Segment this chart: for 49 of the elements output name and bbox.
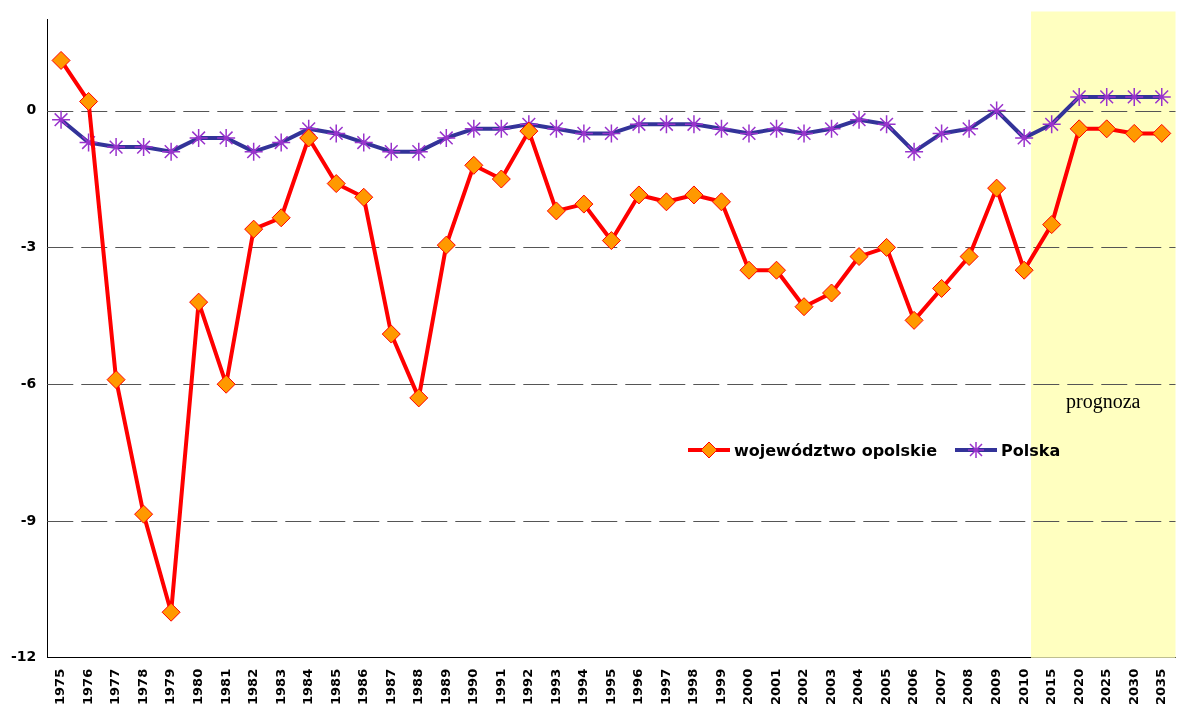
x-tick-label: 2020 <box>1070 668 1086 706</box>
y-tick-label: -9 <box>20 511 37 528</box>
x-tick-label: 1997 <box>657 668 673 706</box>
x-tick-label: 1992 <box>520 668 536 706</box>
x-tick-label: 1993 <box>547 668 563 706</box>
y-tick-label: -3 <box>20 238 37 255</box>
band-label: prognoza <box>1066 389 1141 413</box>
y-tick-label: -12 <box>11 648 37 665</box>
legend-label: województwo opolskie <box>734 440 938 460</box>
x-tick-label: 1984 <box>300 668 316 706</box>
x-tick-label: 1996 <box>630 668 646 706</box>
x-tick-label: 1979 <box>162 668 178 706</box>
x-tick-label: 2030 <box>1125 668 1141 706</box>
x-tick-label: 1987 <box>382 668 398 706</box>
x-tick-label: 2008 <box>960 668 976 706</box>
x-tick-label: 1995 <box>602 668 618 706</box>
x-tick-label: 1999 <box>712 668 728 706</box>
x-tick-label: 2015 <box>1043 668 1059 706</box>
x-tick-label: 1982 <box>245 668 261 706</box>
x-tick-label: 2002 <box>795 668 811 706</box>
x-tick-label: 1990 <box>465 668 481 706</box>
x-tick-label: 2000 <box>740 668 756 706</box>
x-tick-label: 1988 <box>410 668 426 706</box>
x-tick-label: 1986 <box>355 668 371 706</box>
x-tick-label: 1998 <box>685 668 701 706</box>
x-tick-label: 1980 <box>190 668 206 706</box>
x-tick-label: 1983 <box>272 668 288 706</box>
x-tick-label: 2025 <box>1098 668 1114 706</box>
x-tick-label: 1981 <box>217 668 233 706</box>
x-tick-label: 1978 <box>134 668 150 706</box>
x-tick-label: 2001 <box>767 668 783 706</box>
x-tick-label: 1977 <box>107 668 123 706</box>
x-tick-label: 2005 <box>877 668 893 706</box>
y-tick-label: -6 <box>20 374 37 391</box>
x-tick-label: 2010 <box>1015 668 1031 706</box>
x-tick-label: 1975 <box>52 668 68 706</box>
x-tick-label: 1985 <box>327 668 343 706</box>
x-tick-label: 2004 <box>850 668 866 706</box>
x-tick-label: 2006 <box>905 668 921 706</box>
y-tick-label: 0 <box>26 101 37 118</box>
legend-label: Polska <box>1001 440 1061 460</box>
x-tick-label: 1976 <box>79 668 95 706</box>
x-tick-label: 1994 <box>575 668 591 706</box>
x-tick-label: 2009 <box>988 668 1004 706</box>
x-tick-label: 2007 <box>932 668 948 706</box>
x-tick-label: 2035 <box>1153 668 1169 706</box>
x-tick-label: 1991 <box>492 668 508 706</box>
x-tick-label: 1989 <box>437 668 453 706</box>
x-tick-label: 2003 <box>822 668 838 706</box>
